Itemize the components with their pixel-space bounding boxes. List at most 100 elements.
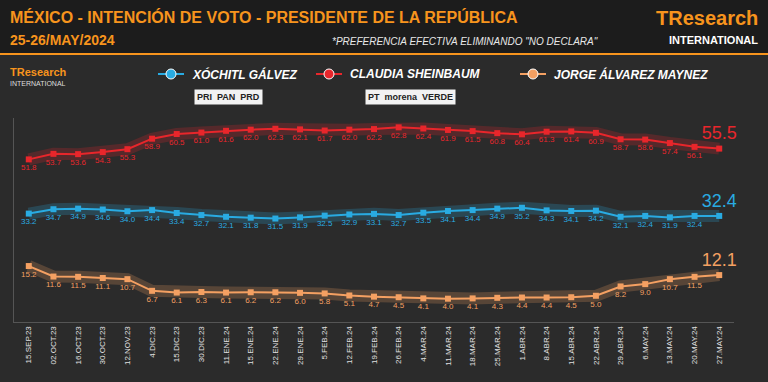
svg-text:60.5: 60.5 — [169, 138, 185, 147]
svg-text:JORGE ÁLVAREZ MAYNEZ: JORGE ÁLVAREZ MAYNEZ — [554, 67, 708, 82]
svg-text:33.1: 33.1 — [366, 218, 382, 227]
svg-text:5.8: 5.8 — [319, 297, 331, 306]
svg-text:11.5: 11.5 — [687, 281, 703, 290]
svg-text:CLAUDIA SHEINBAUM: CLAUDIA SHEINBAUM — [350, 67, 481, 81]
svg-text:29.ABR.24: 29.ABR.24 — [616, 326, 625, 365]
svg-text:62.3: 62.3 — [268, 133, 284, 142]
svg-text:34.1: 34.1 — [440, 215, 456, 224]
svg-text:4.MAR.24: 4.MAR.24 — [419, 326, 428, 362]
svg-text:6.0: 6.0 — [294, 297, 306, 306]
svg-text:61.7: 61.7 — [317, 134, 333, 143]
svg-text:35.2: 35.2 — [514, 212, 530, 221]
svg-text:30.DIC.23: 30.DIC.23 — [197, 326, 206, 363]
svg-text:TResearch: TResearch — [656, 7, 758, 29]
svg-text:TResearch: TResearch — [10, 66, 67, 78]
svg-text:53.6: 53.6 — [70, 158, 86, 167]
svg-text:61.6: 61.6 — [218, 135, 234, 144]
svg-text:31.9: 31.9 — [292, 221, 308, 230]
svg-text:20.MAY.24: 20.MAY.24 — [690, 326, 699, 365]
svg-text:58.9: 58.9 — [144, 142, 160, 151]
svg-text:60.8: 60.8 — [490, 137, 506, 146]
svg-text:62.0: 62.0 — [342, 133, 358, 142]
svg-text:INTERNATIONAL: INTERNATIONAL — [10, 80, 66, 87]
svg-text:4.3: 4.3 — [492, 302, 504, 311]
svg-text:61.4: 61.4 — [563, 135, 579, 144]
svg-text:11.MAR.24: 11.MAR.24 — [444, 326, 453, 366]
svg-text:6.3: 6.3 — [196, 296, 208, 305]
svg-text:33.5: 33.5 — [416, 216, 432, 225]
svg-text:31.9: 31.9 — [662, 221, 678, 230]
svg-text:*PREFERENCIA EFECTIVA ELIMINAN: *PREFERENCIA EFECTIVA ELIMINANDO "NO DEC… — [332, 36, 598, 47]
svg-text:12.NOV.23: 12.NOV.23 — [123, 326, 132, 365]
svg-text:32.7: 32.7 — [391, 219, 407, 228]
svg-text:5.0: 5.0 — [590, 300, 602, 309]
svg-text:32.5: 32.5 — [317, 219, 333, 228]
svg-text:18.MAR.24: 18.MAR.24 — [468, 326, 477, 367]
svg-text:34.0: 34.0 — [120, 215, 136, 224]
svg-text:10.7: 10.7 — [662, 283, 678, 292]
svg-text:4.5: 4.5 — [393, 301, 405, 310]
svg-text:15.2: 15.2 — [21, 270, 37, 279]
svg-text:58.7: 58.7 — [613, 143, 629, 152]
svg-text:33.4: 33.4 — [169, 217, 185, 226]
svg-text:12.1: 12.1 — [702, 250, 737, 270]
svg-text:6.2: 6.2 — [270, 296, 282, 305]
svg-text:34.6: 34.6 — [95, 213, 111, 222]
svg-text:27.MAY.24: 27.MAY.24 — [715, 326, 724, 365]
svg-text:51.8: 51.8 — [21, 163, 37, 172]
svg-text:31.5: 31.5 — [268, 222, 284, 231]
svg-text:XÓCHITL GÁLVEZ: XÓCHITL GÁLVEZ — [192, 67, 297, 82]
svg-text:4.DIC.23: 4.DIC.23 — [148, 326, 157, 358]
svg-text:31.8: 31.8 — [243, 221, 259, 230]
svg-text:30.OCT.23: 30.OCT.23 — [98, 326, 107, 365]
svg-text:15.ABR.24: 15.ABR.24 — [567, 326, 576, 365]
svg-text:62.2: 62.2 — [366, 133, 382, 142]
svg-text:4.4: 4.4 — [516, 301, 528, 310]
svg-text:34.2: 34.2 — [588, 214, 604, 223]
svg-text:62.0: 62.0 — [243, 133, 259, 142]
svg-text:33.2: 33.2 — [21, 217, 37, 226]
svg-text:25.MAR.24: 25.MAR.24 — [493, 326, 502, 367]
svg-text:MÉXICO - INTENCIÓN DE VOTO - P: MÉXICO - INTENCIÓN DE VOTO - PRESIDENTE … — [10, 8, 518, 26]
svg-text:12.FEB.24: 12.FEB.24 — [345, 326, 354, 364]
svg-text:61.9: 61.9 — [440, 134, 456, 143]
svg-text:34.9: 34.9 — [70, 212, 86, 221]
svg-text:32.1: 32.1 — [218, 221, 234, 230]
svg-text:PT morena VERDE: PT morena VERDE — [368, 92, 453, 102]
svg-text:02.OCT.23: 02.OCT.23 — [49, 326, 58, 365]
svg-text:34.7: 34.7 — [46, 213, 62, 222]
svg-text:25-26/MAY/2024: 25-26/MAY/2024 — [10, 32, 115, 48]
svg-text:34.4: 34.4 — [144, 214, 160, 223]
svg-text:22.ENE.24: 22.ENE.24 — [271, 326, 280, 365]
svg-text:60.9: 60.9 — [588, 137, 604, 146]
svg-text:5.1: 5.1 — [344, 299, 356, 308]
svg-text:8.ABR.24: 8.ABR.24 — [542, 326, 551, 361]
svg-text:32.1: 32.1 — [613, 221, 629, 230]
svg-text:11.ENE.24: 11.ENE.24 — [222, 326, 231, 365]
svg-text:34.1: 34.1 — [563, 215, 579, 224]
svg-text:4.1: 4.1 — [467, 302, 479, 311]
svg-text:61.0: 61.0 — [194, 136, 210, 145]
svg-text:16.OCT.23: 16.OCT.23 — [74, 326, 83, 365]
svg-text:53.7: 53.7 — [46, 158, 62, 167]
svg-text:32.4: 32.4 — [687, 220, 703, 229]
svg-text:57.4: 57.4 — [662, 147, 678, 156]
svg-text:54.3: 54.3 — [95, 156, 111, 165]
svg-text:10.7: 10.7 — [120, 283, 136, 292]
svg-text:61.3: 61.3 — [539, 135, 555, 144]
svg-text:22.ABR.24: 22.ABR.24 — [592, 326, 601, 365]
svg-text:34.4: 34.4 — [465, 214, 481, 223]
svg-text:4.0: 4.0 — [442, 302, 454, 311]
svg-text:15.DIC.23: 15.DIC.23 — [172, 326, 181, 363]
svg-text:6.2: 6.2 — [245, 296, 257, 305]
svg-text:1.ABR.24: 1.ABR.24 — [518, 326, 527, 361]
svg-text:62.1: 62.1 — [292, 133, 308, 142]
svg-text:32.4: 32.4 — [702, 191, 737, 211]
svg-text:56.1: 56.1 — [687, 151, 703, 160]
svg-text:32.4: 32.4 — [637, 220, 653, 229]
svg-text:PRI PAN PRD: PRI PAN PRD — [197, 92, 260, 102]
svg-text:19.FEB.24: 19.FEB.24 — [370, 326, 379, 364]
svg-text:62.8: 62.8 — [391, 131, 407, 140]
svg-text:26.FEB.24: 26.FEB.24 — [394, 326, 403, 364]
svg-text:62.4: 62.4 — [416, 132, 432, 141]
